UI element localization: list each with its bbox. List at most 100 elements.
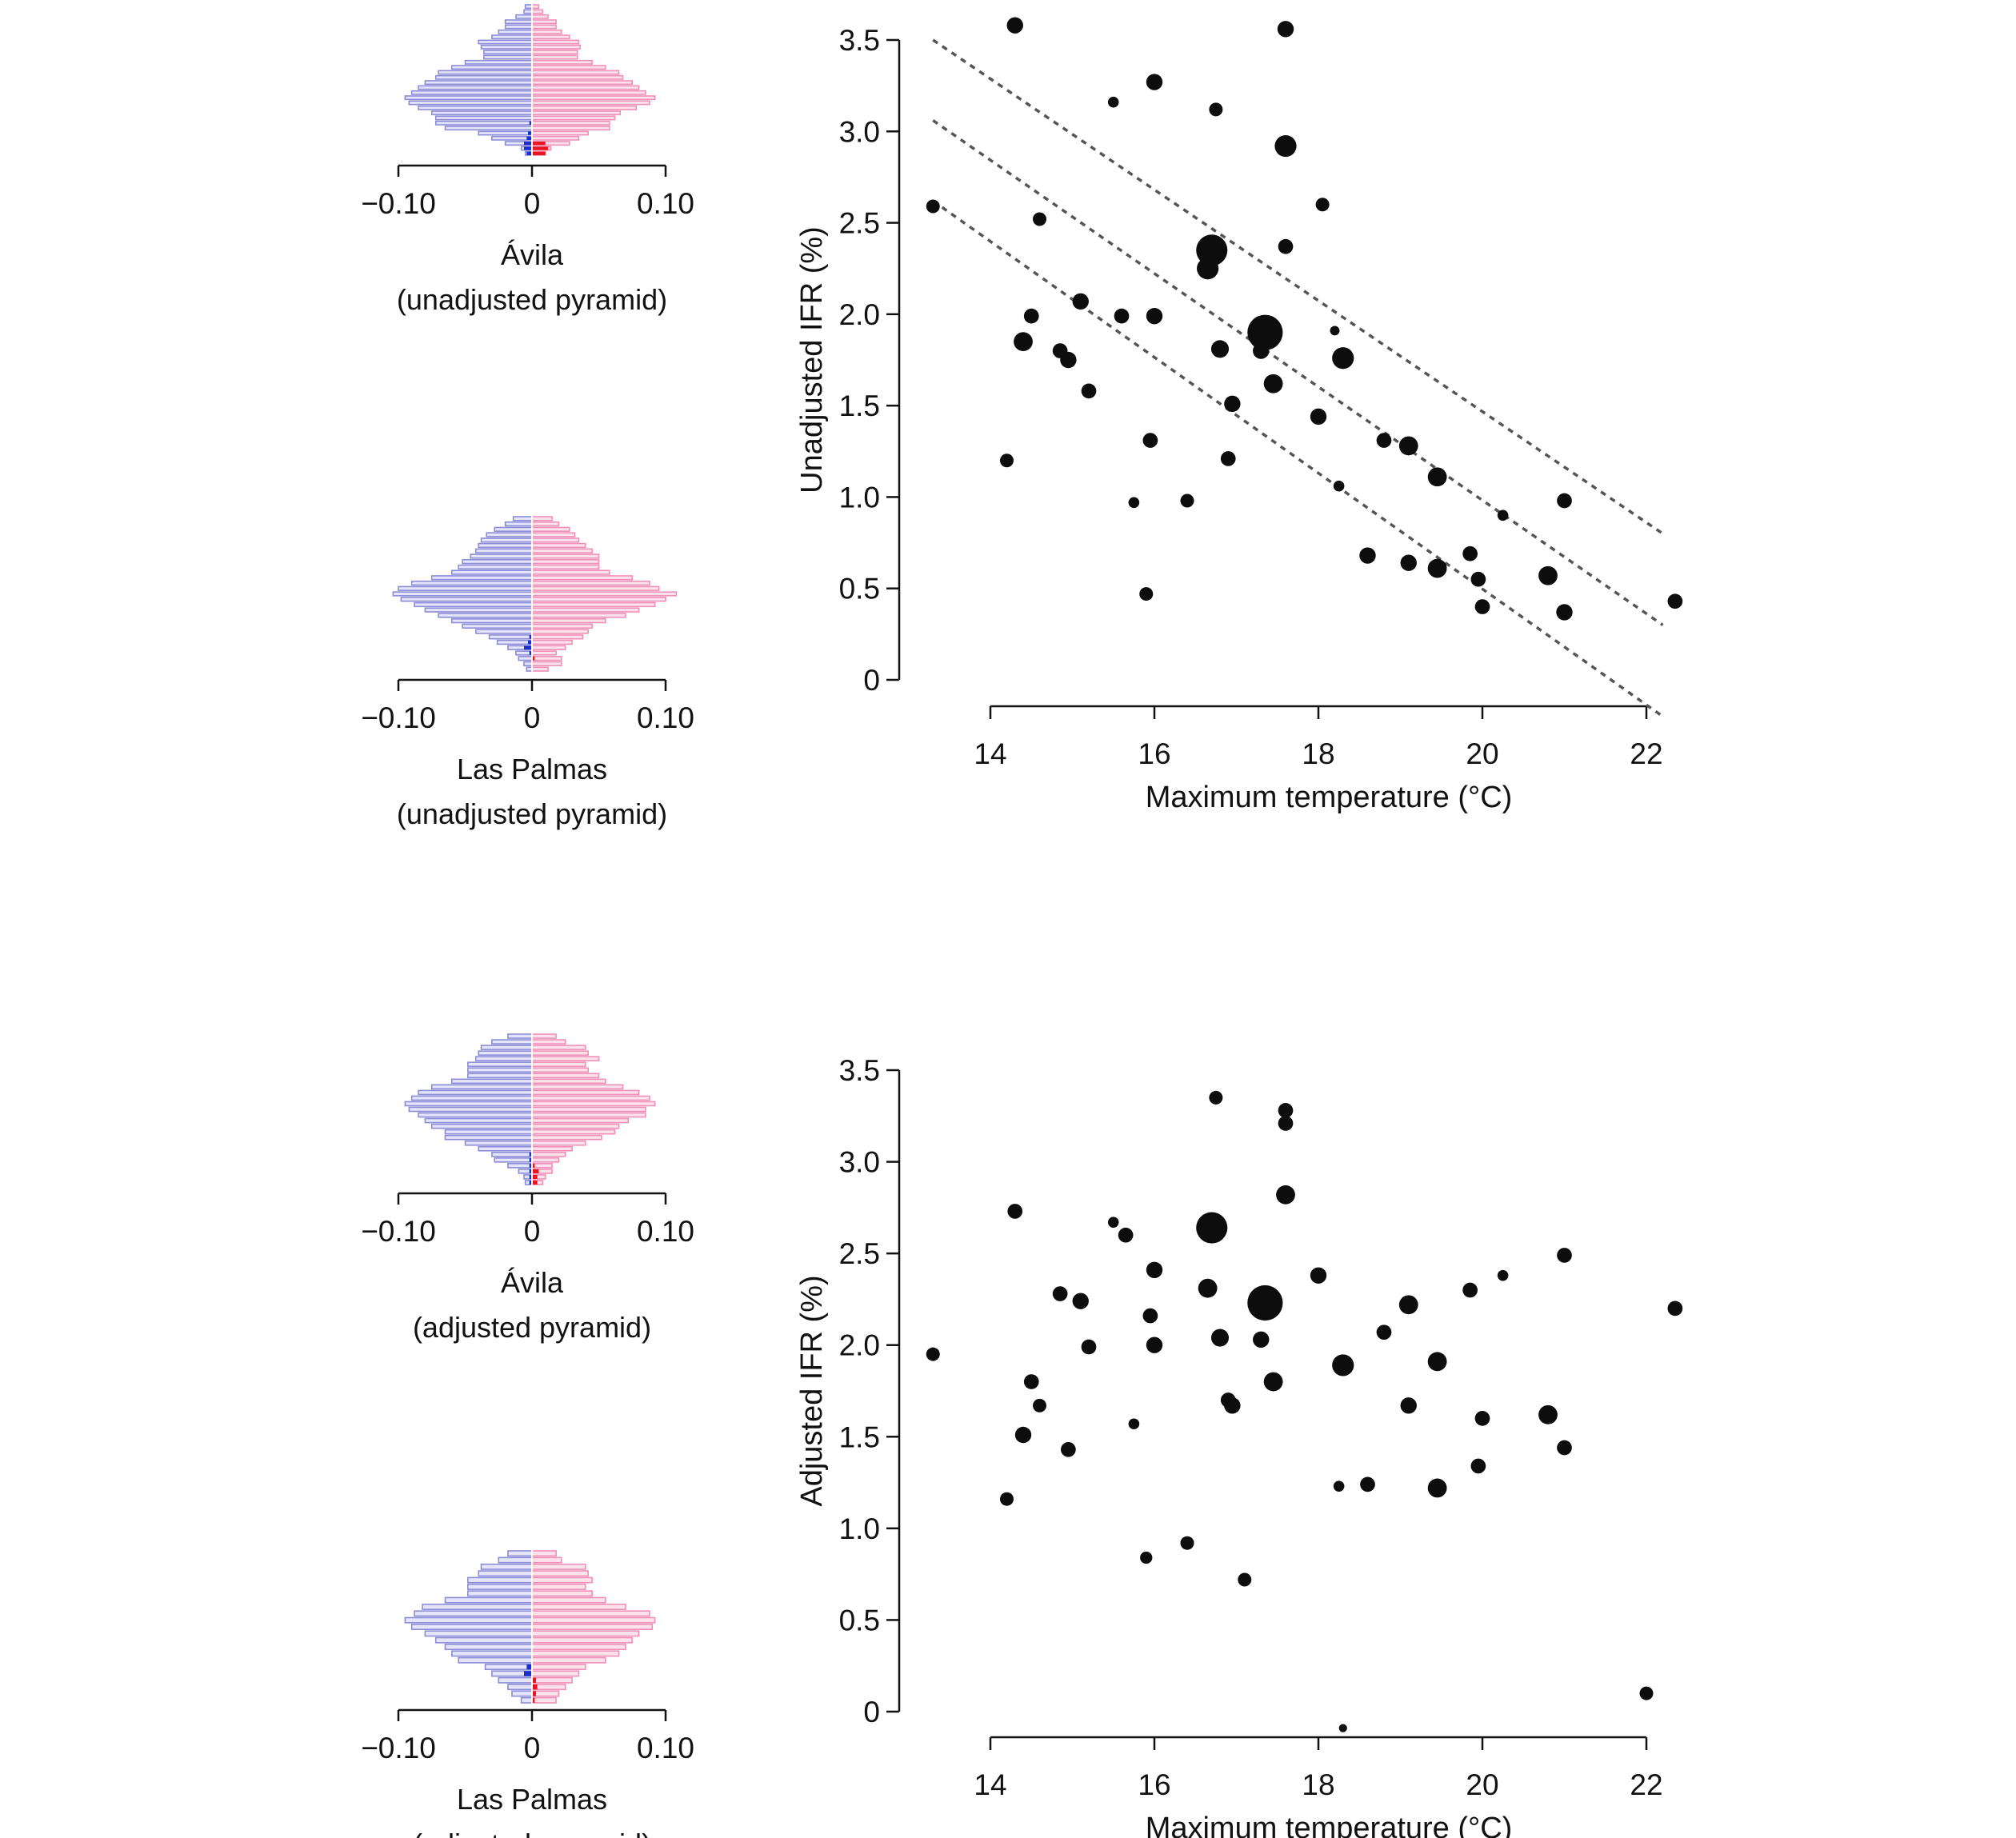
male-bar [480,1563,533,1570]
y-tick-label: 2.5 [839,1237,880,1270]
data-point [1107,1217,1119,1228]
male-bar [467,1590,533,1597]
male-bar [504,19,533,25]
data-point [1253,1331,1270,1349]
male-bar [523,9,533,14]
male-bar [422,1603,533,1610]
data-point [1263,1372,1283,1392]
male-bar [507,1550,533,1557]
male-bar [480,1045,533,1050]
male-bar [462,558,533,565]
male-bar [512,516,533,521]
data-point [1000,454,1014,468]
data-point [1196,1212,1228,1244]
male-excess-bar [527,640,532,645]
data-point [1538,1404,1558,1424]
female-bar [531,34,570,40]
female-bar [531,1106,646,1113]
data-point [1198,1278,1218,1298]
male-bar [430,110,533,116]
male-excess-bar [529,1169,532,1173]
female-excess-bar [532,151,546,155]
female-bar [531,591,678,597]
female-excess-bar [532,1677,537,1683]
female-bar [531,1590,593,1597]
data-point [1497,1269,1509,1281]
data-point [1263,374,1283,394]
trend-line-lower [932,199,1664,718]
male-bar [480,537,533,543]
female-bar [531,1696,557,1704]
male-bar [410,1624,533,1630]
male-bar [434,120,533,126]
male-bar [392,591,533,597]
female-bar [531,110,622,116]
female-bar [531,1045,586,1050]
female-excess-bar [532,1169,539,1173]
pyramid-avila-adjusted: −0.10 0 0.10 Ávila (adjusted pyramid) [361,1033,694,1344]
female-bar [531,661,562,667]
female-bar [531,537,580,543]
male-bar [438,70,533,75]
male-bar [414,1610,533,1617]
pyramid-name: Ávila [501,238,564,271]
male-bar [400,597,533,602]
data-point [1278,1103,1294,1118]
female-bar [531,639,573,645]
data-point [1332,347,1354,370]
male-bar [470,553,533,559]
data-point [1474,599,1490,614]
pyramid-subtitle: (unadjusted pyramid) [397,797,667,830]
female-bar [531,59,593,65]
data-point [1310,1267,1327,1284]
female-bar [531,1056,600,1061]
female-bar [531,1163,553,1169]
female-bar [531,1610,650,1617]
tick-label: −0.10 [361,1215,436,1248]
female-bar [531,1145,573,1152]
male-excess-bar [529,634,532,639]
female-bar [531,1129,616,1135]
male-bar [496,639,533,645]
male-excess-bar [529,1163,532,1168]
tick-label: 0 [524,1732,541,1764]
data-point [1033,1398,1046,1412]
male-bar [507,1163,533,1169]
tick-label: 0.10 [637,701,694,734]
male-bar [504,24,533,30]
female-bar [531,1084,624,1090]
data-point [1107,96,1119,108]
data-point [1277,21,1294,38]
data-point [1139,587,1154,601]
x-axis: 14 16 18 20 22 Maximum temperature (°C) [974,1736,1663,1838]
male-bar [480,44,533,50]
data-point [1238,1572,1252,1587]
female-bar [531,1596,606,1604]
data-point [1427,558,1447,578]
female-bar [531,1112,646,1118]
female-bar [531,1603,626,1610]
data-point [1427,1478,1447,1498]
x-tick-label: 22 [1630,1768,1662,1801]
trend-line-fit [932,119,1664,626]
female-bar [531,548,593,553]
data-point [1278,1116,1294,1131]
female-bar [531,629,589,634]
male-bar [524,4,533,10]
data-point [1376,1325,1392,1341]
y-axis: 0 0.5 1.0 1.5 2.0 2.5 3.0 3.5 Unadjusted IFR (%) [795,24,901,697]
data-point [1310,408,1327,426]
pyramid-avila-unadjusted: −0.10 0 0.10 Ávila (unadjusted pyramid) [361,4,694,316]
female-bar [531,1089,640,1096]
female-bar [531,532,576,537]
female-bar [531,14,549,19]
data-point [1253,342,1270,359]
data-point [1081,1339,1097,1355]
data-point [1224,395,1241,413]
male-excess-bar [529,1152,532,1157]
data-point [1333,1480,1345,1492]
data-point [1081,383,1097,399]
pyramid-laspalmas-unadjusted: −0.10 0 0.10 Las Palmas (unadjusted pyramid) [361,516,694,830]
data-point [1146,307,1163,325]
data-point [1000,1492,1014,1506]
